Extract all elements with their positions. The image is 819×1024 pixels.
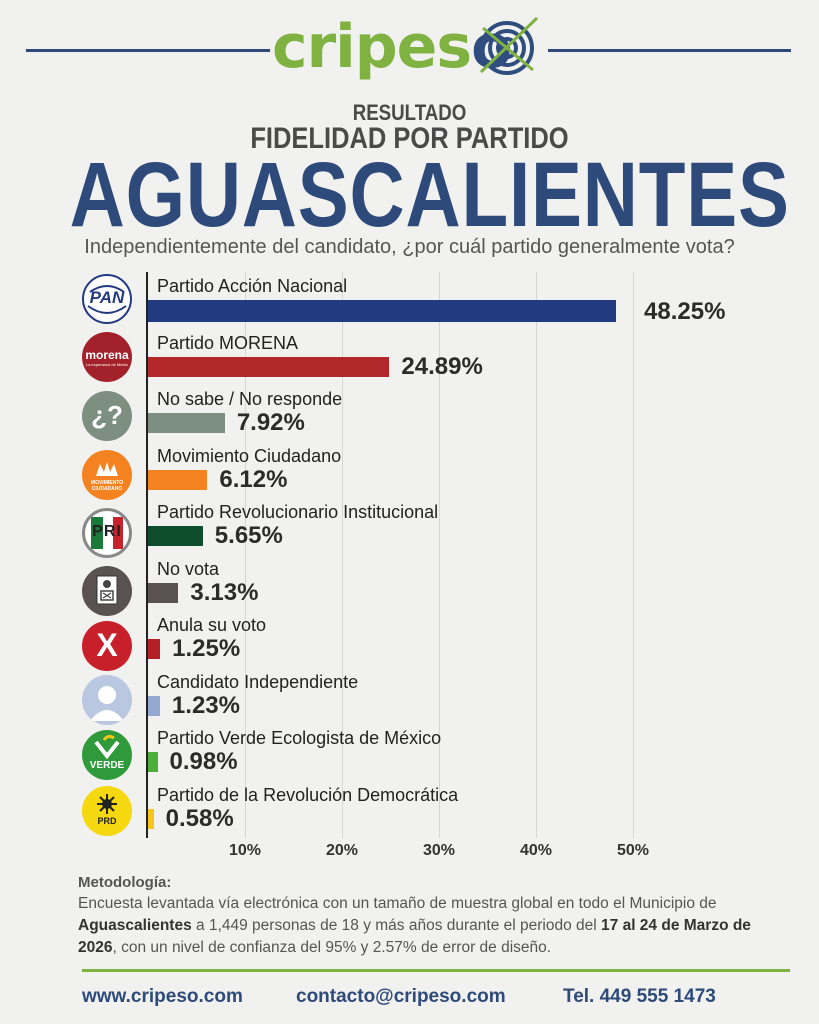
morena-logo-subtext: La esperanza de México (86, 362, 128, 367)
prd-logo-icon: PRD (82, 786, 132, 836)
header-line-right (548, 49, 791, 52)
methodology-title: Metodología: (78, 874, 172, 891)
x-tick-label: 10% (228, 842, 262, 859)
pri-logo-text: PRI (92, 523, 122, 540)
annul-vote-x-text: X (96, 627, 118, 663)
bar-value-label: 6.12% (219, 465, 288, 493)
x-tick-label: 30% (422, 842, 456, 859)
bar (148, 808, 154, 829)
verde-logo-text: VERDE (89, 760, 125, 771)
bar-category-label: Partido Revolucionario Institucional (157, 502, 439, 522)
footer-email-link[interactable]: contacto@cripeso.com (296, 986, 506, 1007)
x-tick-label: 50% (616, 842, 650, 859)
header-region: AGUASCALIENTES (69, 144, 790, 246)
pri-logo-icon: PRI (82, 508, 132, 558)
survey-question: Independientemente del candidato, ¿por c… (84, 236, 735, 258)
bar-category-label: Movimiento Ciudadano (157, 445, 342, 466)
header-resultado: RESULTADO (352, 100, 467, 125)
y-axis-line (146, 272, 148, 838)
bar-category-label: No vota (157, 558, 220, 579)
methodology-part2: a 1,449 personas de 18 y más años durant… (191, 917, 602, 934)
bar-category-label: Partido MORENA (157, 332, 299, 353)
morena-logo-icon: morena La esperanza de México (82, 332, 132, 382)
pan-logo-text: PAN (89, 288, 125, 307)
footer-phone: Tel. 449 555 1473 (563, 986, 716, 1007)
morena-logo-text: morena (85, 348, 129, 362)
bar (148, 526, 203, 546)
methodology-dates: 17 al 24 de Marzo de 2026 (78, 917, 751, 956)
bar-category-label: Partido Verde Ecologista de México (157, 728, 442, 748)
bar (148, 752, 158, 772)
independent-candidate-user-icon (82, 675, 132, 725)
bar (148, 356, 390, 377)
footer-website-link[interactable]: www.cripeso.com (82, 986, 243, 1007)
methodology-region: Aguascalientes (78, 917, 192, 934)
bar-value-label: 0.98% (169, 748, 238, 775)
bar-value-label: 48.25% (644, 298, 726, 325)
bar-category-label: Anula su voto (157, 615, 267, 635)
bar (148, 413, 225, 433)
bar-value-label: 5.65% (214, 522, 283, 549)
mc-logo-text: MOVIMIENTO CIUDADANO (90, 480, 124, 492)
gridline (536, 272, 537, 838)
methodology-text: Encuesta levantada vía electrónica con u… (78, 893, 758, 959)
bar-category-label: Partido Acción Nacional (157, 276, 348, 296)
header-line-left (26, 49, 270, 52)
cripeso-logo: cripeso (272, 12, 539, 84)
no-vote-ballot-icon (82, 566, 132, 616)
gridline (439, 272, 440, 838)
question-mark-icon: ¿? (82, 391, 132, 441)
question-mark-text: ¿? (91, 400, 123, 430)
bar (148, 582, 179, 603)
bar-value-label: 24.89% (401, 352, 483, 380)
x-tick-label: 40% (519, 842, 553, 859)
header-fidelidad: FIDELIDAD POR PARTIDO (250, 122, 569, 155)
prd-logo-text: PRD (97, 816, 117, 826)
pan-logo-icon: PAN (82, 274, 132, 324)
bar-value-label: 3.13% (190, 578, 259, 606)
annul-vote-x-icon: X (82, 621, 132, 671)
bar-value-label: 1.25% (172, 635, 241, 662)
bar-category-label: No sabe / No responde (157, 389, 343, 409)
bar (148, 469, 208, 490)
movimiento-ciudadano-logo-icon: MOVIMIENTO CIUDADANO (82, 450, 132, 500)
logo-text-part1: cripes (272, 12, 472, 82)
bar-value-label: 0.58% (165, 804, 234, 832)
bar-category-label: Partido de la Revolución Democrática (157, 784, 459, 805)
partido-verde-logo-icon: VERDE (82, 730, 132, 780)
target-icon (479, 16, 539, 75)
footer-divider (82, 969, 790, 972)
bar (148, 639, 161, 659)
gridline (245, 272, 246, 838)
gridline (342, 272, 343, 838)
bar-value-label: 1.23% (171, 691, 240, 719)
bar-value-label: 7.92% (236, 409, 305, 436)
methodology-part3: , con un nivel de confianza del 95% y 2.… (112, 939, 552, 956)
bar (148, 300, 617, 322)
bar-category-label: Candidato Independiente (157, 671, 359, 692)
methodology-part1: Encuesta levantada vía electrónica con u… (78, 895, 717, 912)
x-tick-label: 20% (325, 842, 359, 859)
gridline (633, 272, 634, 838)
bar (148, 695, 160, 716)
